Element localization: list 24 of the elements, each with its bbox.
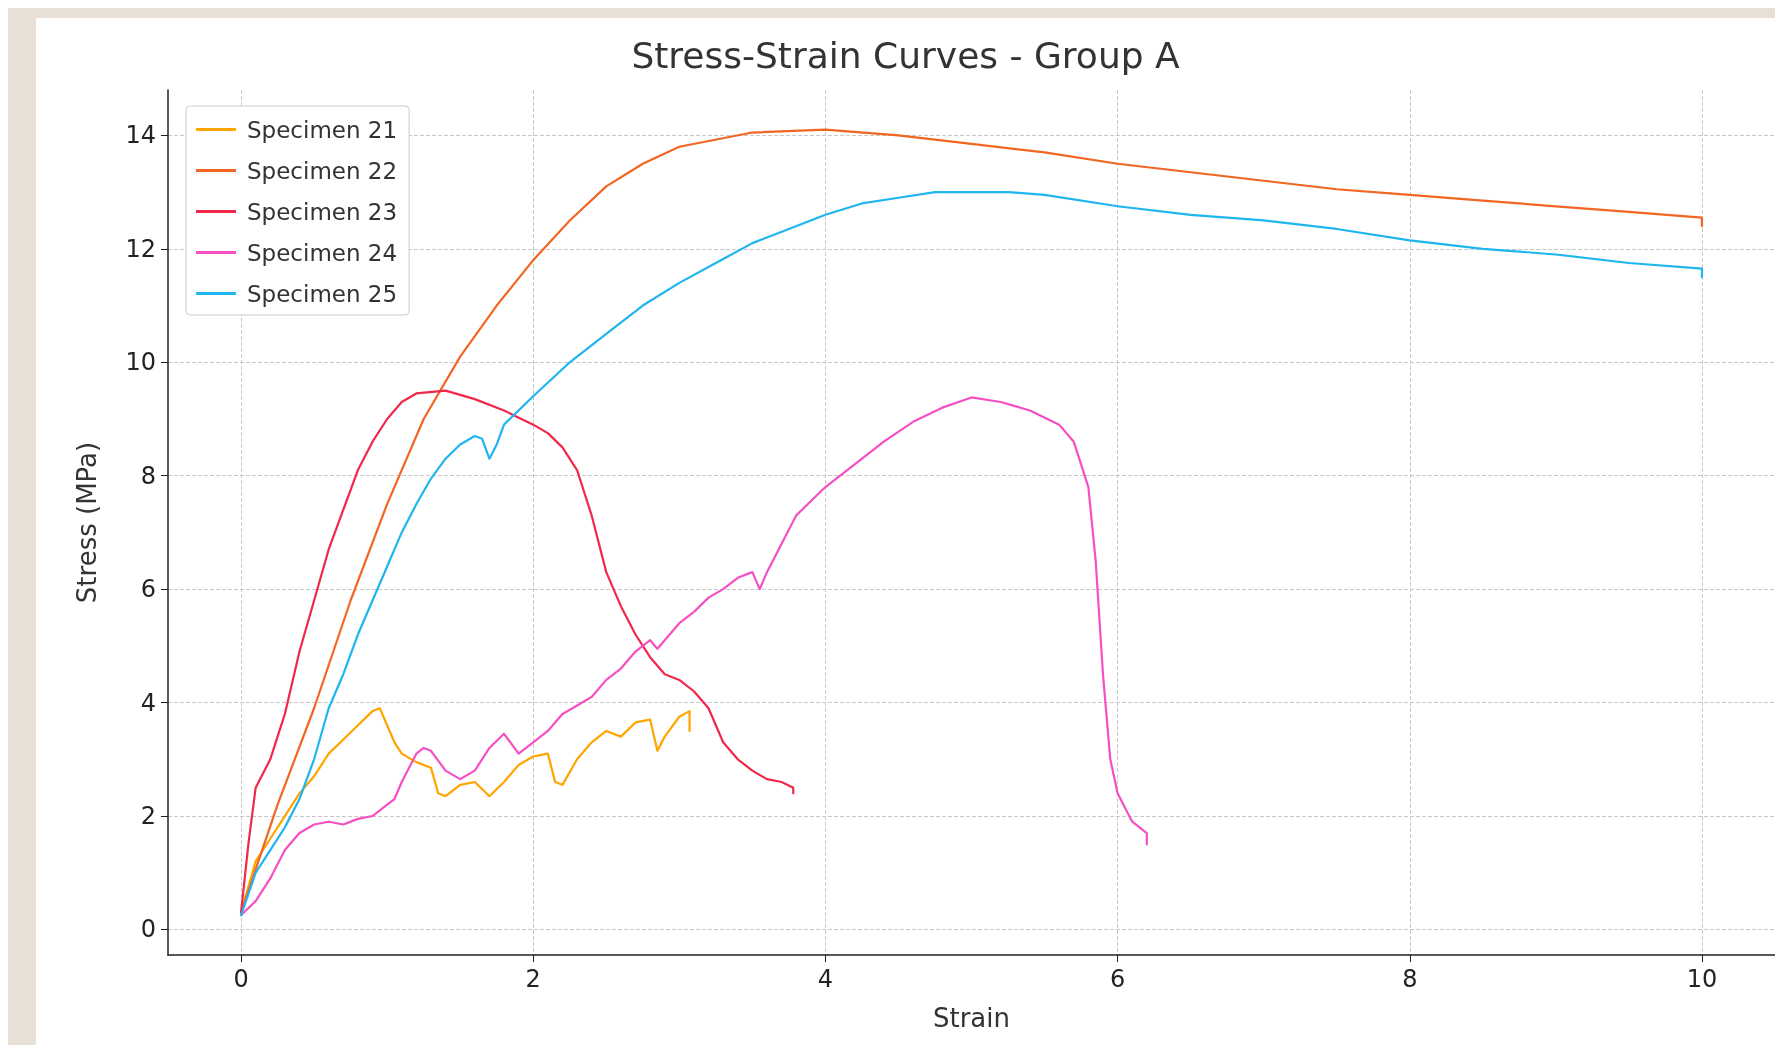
y-tick-label: 0 [140, 915, 156, 944]
x-tick-label: 8 [1402, 965, 1418, 993]
y-tick-label: 4 [140, 688, 156, 717]
x-tick-label: 2 [525, 965, 541, 993]
y-axis-title: Stress (MPa) [72, 441, 102, 604]
chart-title: Stress-Strain Curves - Group A [631, 34, 1180, 76]
x-axis-title: Strain [932, 1003, 1011, 1033]
x-tick-label: 6 [1109, 965, 1126, 993]
x-tick-label: 0 [233, 965, 249, 993]
y-tick-label: 10 [125, 348, 156, 377]
y-tick-label: 12 [125, 234, 156, 263]
x-tick-label: 4 [817, 965, 834, 993]
y-tick-label: 6 [140, 575, 156, 604]
line-series [239, 389, 795, 914]
legend-label: Specimen 25 [247, 280, 398, 307]
legend-label: Specimen 22 [247, 157, 398, 184]
legend-label: Specimen 21 [247, 116, 398, 143]
x-tick-label: 10 [1686, 965, 1718, 993]
line-series [239, 396, 1148, 917]
legend-label: Specimen 23 [247, 198, 398, 225]
y-tick-label: 14 [125, 121, 156, 150]
y-tick-label: 8 [140, 461, 156, 490]
y-tick-label: 2 [140, 802, 156, 831]
legend-label: Specimen 24 [247, 239, 398, 266]
